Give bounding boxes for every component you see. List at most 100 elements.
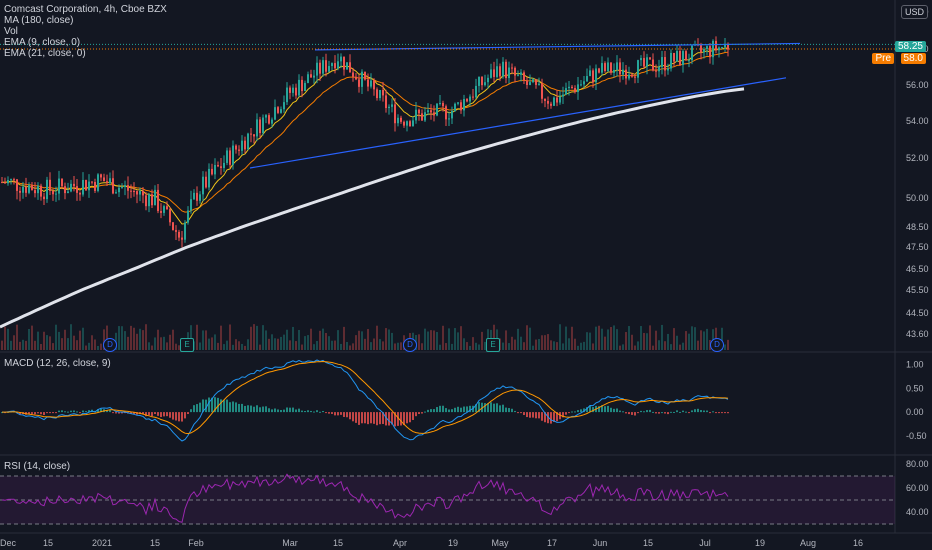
candle-body (94, 181, 96, 191)
volume-bar (178, 345, 180, 350)
macd-histogram-bar (670, 411, 672, 413)
candle-body (145, 195, 147, 207)
candle-body (193, 192, 195, 200)
macd-histogram-bar (133, 412, 135, 415)
volume-bar (64, 329, 66, 350)
volume-bar (10, 340, 12, 350)
time-tick-label: 15 (43, 538, 53, 548)
time-tick-label: Aug (800, 538, 816, 548)
candle-body (421, 113, 423, 121)
ema21-legend[interactable]: EMA (21, close, 0) (4, 48, 86, 59)
volume-bar (31, 325, 33, 350)
candle-body (151, 194, 153, 206)
price-tick-label: 56.00 (906, 80, 929, 90)
earnings-event-icon[interactable]: E (180, 338, 194, 352)
volume-bar (259, 344, 261, 350)
symbol-title[interactable]: Comcast Corporation, 4h, Cboe BZX (4, 4, 167, 15)
macd-histogram-bar (208, 397, 210, 413)
macd-histogram-bar (661, 412, 663, 414)
currency-badge[interactable]: USD (900, 5, 928, 19)
macd-histogram-bar (448, 409, 450, 413)
volume-bar (307, 335, 309, 350)
volume-bar (613, 325, 615, 350)
volume-bar (133, 327, 135, 350)
ma-legend[interactable]: MA (180, close) (4, 15, 74, 26)
volume-bar (1, 340, 3, 350)
macd-histogram-bar (343, 412, 345, 417)
volume-bar (124, 331, 126, 350)
candle-body (274, 107, 276, 120)
time-tick-label: Apr (393, 538, 407, 548)
macd-histogram-bar (28, 412, 30, 414)
candle-body (103, 177, 105, 182)
candle-body (232, 145, 234, 165)
macd-histogram-bar (112, 412, 114, 414)
candle-body (634, 76, 636, 78)
volume-bar (397, 342, 399, 350)
candle-body (574, 88, 576, 93)
volume-bar (472, 337, 474, 350)
macd-histogram-bar (577, 410, 579, 413)
time-tick-label: Jul (699, 538, 711, 548)
macd-histogram-bar (412, 412, 414, 420)
macd-legend[interactable]: MACD (12, 26, close, 9) (4, 358, 111, 369)
macd-histogram-bar (316, 410, 318, 413)
volume-bar (376, 325, 378, 350)
macd-histogram-bar (712, 411, 714, 413)
candle-body (346, 62, 348, 70)
candle-body (508, 67, 510, 79)
macd-histogram-bar (382, 412, 384, 424)
candle-body (499, 66, 501, 77)
dividend-event-icon[interactable]: D (103, 338, 117, 352)
candle-body (25, 186, 27, 193)
ema9-legend[interactable]: EMA (9, close, 0) (4, 37, 81, 48)
volume-bar (106, 325, 108, 350)
macd-histogram-bar (31, 412, 33, 414)
volume-bar (550, 340, 552, 350)
volume-bar (274, 338, 276, 350)
time-tick-label: 15 (150, 538, 160, 548)
volume-bar (538, 339, 540, 350)
earnings-event-icon[interactable]: E (486, 338, 500, 352)
macd-histogram-bar (331, 412, 333, 414)
candle-body (322, 60, 324, 74)
volume-bar (196, 324, 198, 350)
volume-bar (142, 330, 144, 350)
dividend-event-icon[interactable]: D (710, 338, 724, 352)
candle-body (316, 62, 318, 76)
time-tick-label: Jun (593, 538, 608, 548)
volume-bar (433, 330, 435, 350)
candle-body (361, 71, 363, 87)
volume-bar (22, 339, 24, 350)
candle-body (724, 43, 726, 47)
volume-bar (298, 329, 300, 350)
macd-histogram-bar (649, 409, 651, 413)
time-tick-label: 15 (333, 538, 343, 548)
macd-histogram-bar (355, 412, 357, 423)
macd-histogram-bar (211, 397, 213, 413)
volume-bar (94, 339, 96, 350)
volume-bar (568, 338, 570, 350)
volume-bar (160, 337, 162, 350)
macd-histogram-bar (625, 412, 627, 414)
volume-bar (352, 343, 354, 350)
macd-histogram-bar (163, 412, 165, 417)
dividend-event-icon[interactable]: D (403, 338, 417, 352)
macd-histogram-bar (598, 406, 600, 413)
vol-legend[interactable]: Vol (4, 26, 18, 37)
volume-bar (265, 330, 267, 350)
macd-histogram-bar (559, 412, 561, 420)
macd-histogram-bar (406, 412, 408, 424)
candle-body (493, 69, 495, 77)
volume-bar (643, 332, 645, 350)
rsi-legend[interactable]: RSI (14, close) (4, 461, 71, 472)
macd-tick-label: 0.50 (906, 383, 924, 393)
macd-histogram-bar (58, 410, 60, 413)
candle-body (259, 119, 261, 134)
macd-histogram-bar (148, 412, 150, 416)
volume-bar (607, 329, 609, 350)
volume-bar (571, 326, 573, 350)
volume-bar (154, 337, 156, 350)
macd-histogram-bar (439, 405, 441, 413)
